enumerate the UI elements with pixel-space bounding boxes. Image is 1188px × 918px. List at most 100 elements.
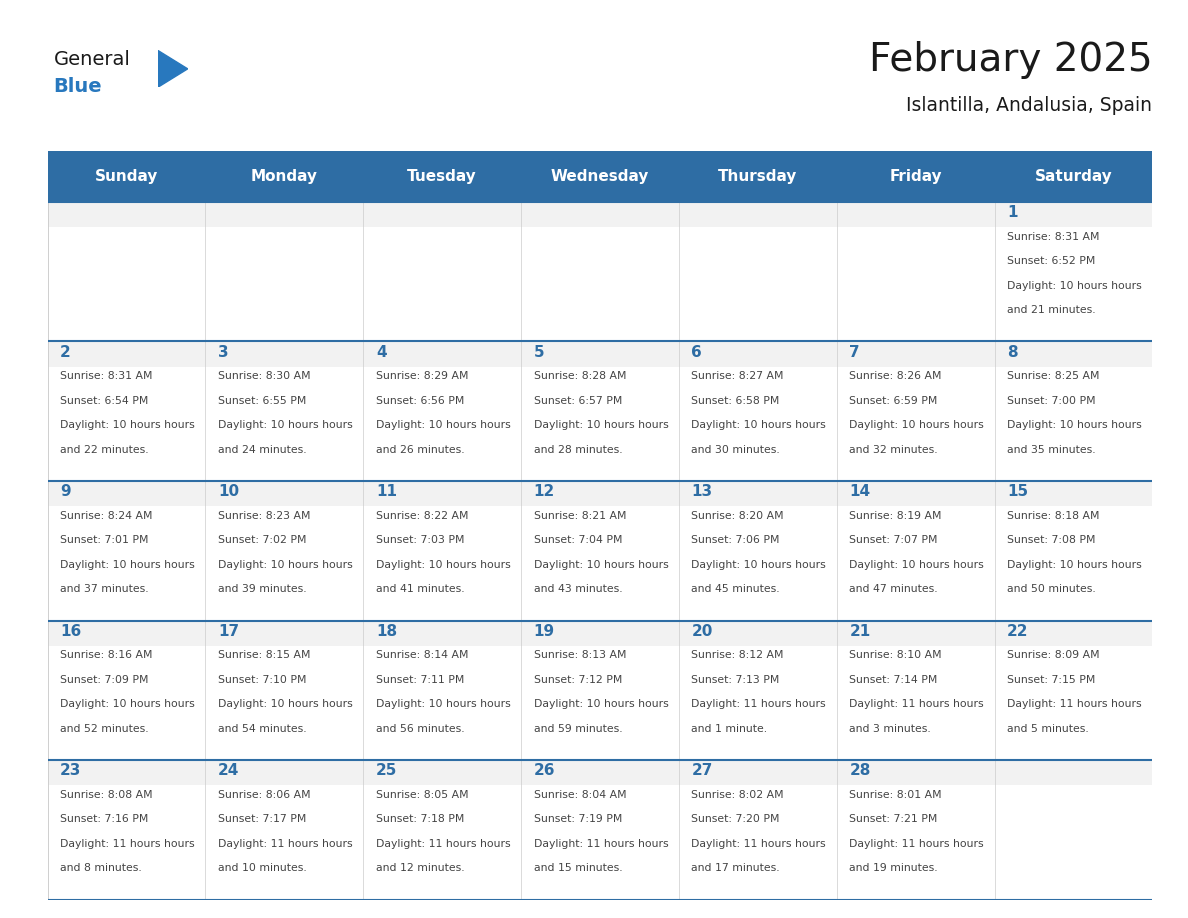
Text: and 5 minutes.: and 5 minutes. xyxy=(1007,723,1089,733)
Bar xyxy=(48,341,206,366)
Text: 5: 5 xyxy=(533,344,544,360)
Text: Daylight: 10 hours hours: Daylight: 10 hours hours xyxy=(217,560,353,570)
Bar xyxy=(994,227,1152,341)
Bar xyxy=(522,785,678,900)
Text: and 41 minutes.: and 41 minutes. xyxy=(375,584,465,594)
Text: Daylight: 11 hours hours: Daylight: 11 hours hours xyxy=(849,839,984,849)
Text: and 37 minutes.: and 37 minutes. xyxy=(61,584,148,594)
Text: and 8 minutes.: and 8 minutes. xyxy=(61,863,141,873)
Text: 11: 11 xyxy=(375,484,397,499)
Text: and 56 minutes.: and 56 minutes. xyxy=(375,723,465,733)
Text: February 2025: February 2025 xyxy=(868,41,1152,79)
Text: Sunrise: 8:25 AM: Sunrise: 8:25 AM xyxy=(1007,372,1100,381)
Bar xyxy=(48,366,206,481)
Text: 14: 14 xyxy=(849,484,871,499)
Text: 25: 25 xyxy=(375,763,397,778)
Text: 21: 21 xyxy=(849,623,871,639)
Text: Daylight: 11 hours hours: Daylight: 11 hours hours xyxy=(61,839,195,849)
Text: Sunset: 7:20 PM: Sunset: 7:20 PM xyxy=(691,814,781,824)
Bar xyxy=(206,481,364,506)
Text: Sunset: 7:07 PM: Sunset: 7:07 PM xyxy=(849,535,937,545)
Bar xyxy=(206,202,364,227)
Text: 17: 17 xyxy=(217,623,239,639)
Bar xyxy=(994,341,1152,366)
Bar xyxy=(994,506,1152,621)
Text: Sunset: 7:04 PM: Sunset: 7:04 PM xyxy=(533,535,623,545)
Bar xyxy=(836,506,994,621)
Text: Sunrise: 8:21 AM: Sunrise: 8:21 AM xyxy=(533,511,626,521)
Text: Daylight: 10 hours hours: Daylight: 10 hours hours xyxy=(375,560,511,570)
Text: 22: 22 xyxy=(1007,623,1029,639)
Bar xyxy=(522,506,678,621)
Text: Daylight: 10 hours hours: Daylight: 10 hours hours xyxy=(849,420,984,431)
Bar xyxy=(836,760,994,785)
Text: Sunrise: 8:24 AM: Sunrise: 8:24 AM xyxy=(61,511,152,521)
Bar xyxy=(364,785,522,900)
Bar xyxy=(364,366,522,481)
Bar xyxy=(994,481,1152,506)
Text: Sunset: 6:56 PM: Sunset: 6:56 PM xyxy=(375,396,465,406)
Text: and 35 minutes.: and 35 minutes. xyxy=(1007,444,1095,454)
Text: Sunrise: 8:27 AM: Sunrise: 8:27 AM xyxy=(691,372,784,381)
Text: 9: 9 xyxy=(61,484,71,499)
Bar xyxy=(48,645,206,760)
Text: Tuesday: Tuesday xyxy=(407,169,476,185)
Text: 1: 1 xyxy=(1007,205,1018,220)
Text: Sunset: 7:00 PM: Sunset: 7:00 PM xyxy=(1007,396,1095,406)
Text: and 3 minutes.: and 3 minutes. xyxy=(849,723,931,733)
Text: 12: 12 xyxy=(533,484,555,499)
Text: Sunday: Sunday xyxy=(95,169,158,185)
Text: Monday: Monday xyxy=(251,169,317,185)
Text: General: General xyxy=(53,50,131,69)
Bar xyxy=(678,760,836,785)
Text: and 24 minutes.: and 24 minutes. xyxy=(217,444,307,454)
Text: Daylight: 10 hours hours: Daylight: 10 hours hours xyxy=(533,700,669,710)
Bar xyxy=(836,227,994,341)
Bar xyxy=(994,785,1152,900)
Text: Daylight: 10 hours hours: Daylight: 10 hours hours xyxy=(691,560,826,570)
Text: Sunrise: 8:29 AM: Sunrise: 8:29 AM xyxy=(375,372,468,381)
Text: Sunset: 6:57 PM: Sunset: 6:57 PM xyxy=(533,396,623,406)
Bar xyxy=(364,227,522,341)
Text: Sunrise: 8:02 AM: Sunrise: 8:02 AM xyxy=(691,790,784,800)
Text: 26: 26 xyxy=(533,763,555,778)
Bar xyxy=(678,645,836,760)
Text: and 59 minutes.: and 59 minutes. xyxy=(533,723,623,733)
Text: Sunrise: 8:30 AM: Sunrise: 8:30 AM xyxy=(217,372,310,381)
Bar xyxy=(206,506,364,621)
Bar xyxy=(364,481,522,506)
Bar xyxy=(48,506,206,621)
Bar xyxy=(836,202,994,227)
Text: Sunset: 7:17 PM: Sunset: 7:17 PM xyxy=(217,814,307,824)
Text: 3: 3 xyxy=(217,344,228,360)
Bar xyxy=(678,481,836,506)
Text: Daylight: 10 hours hours: Daylight: 10 hours hours xyxy=(217,700,353,710)
Bar xyxy=(522,760,678,785)
Text: Sunset: 7:18 PM: Sunset: 7:18 PM xyxy=(375,814,465,824)
Bar xyxy=(206,621,364,645)
Bar xyxy=(364,202,522,227)
Bar xyxy=(678,341,836,366)
Text: and 52 minutes.: and 52 minutes. xyxy=(61,723,148,733)
Text: and 12 minutes.: and 12 minutes. xyxy=(375,863,465,873)
Text: Sunrise: 8:19 AM: Sunrise: 8:19 AM xyxy=(849,511,942,521)
Text: Daylight: 11 hours hours: Daylight: 11 hours hours xyxy=(691,700,826,710)
Bar xyxy=(522,341,678,366)
Text: 15: 15 xyxy=(1007,484,1029,499)
Text: Thursday: Thursday xyxy=(718,169,797,185)
Text: Daylight: 10 hours hours: Daylight: 10 hours hours xyxy=(375,420,511,431)
Bar xyxy=(48,151,1152,202)
Bar xyxy=(994,621,1152,645)
Text: Daylight: 10 hours hours: Daylight: 10 hours hours xyxy=(61,560,195,570)
Text: 18: 18 xyxy=(375,623,397,639)
Bar xyxy=(48,227,206,341)
Text: Daylight: 10 hours hours: Daylight: 10 hours hours xyxy=(1007,420,1142,431)
Bar xyxy=(836,785,994,900)
Text: Daylight: 10 hours hours: Daylight: 10 hours hours xyxy=(849,560,984,570)
Text: Sunset: 6:54 PM: Sunset: 6:54 PM xyxy=(61,396,148,406)
Text: and 54 minutes.: and 54 minutes. xyxy=(217,723,307,733)
Bar xyxy=(994,202,1152,227)
Text: Sunset: 7:16 PM: Sunset: 7:16 PM xyxy=(61,814,148,824)
Bar xyxy=(48,202,206,227)
Bar xyxy=(522,227,678,341)
